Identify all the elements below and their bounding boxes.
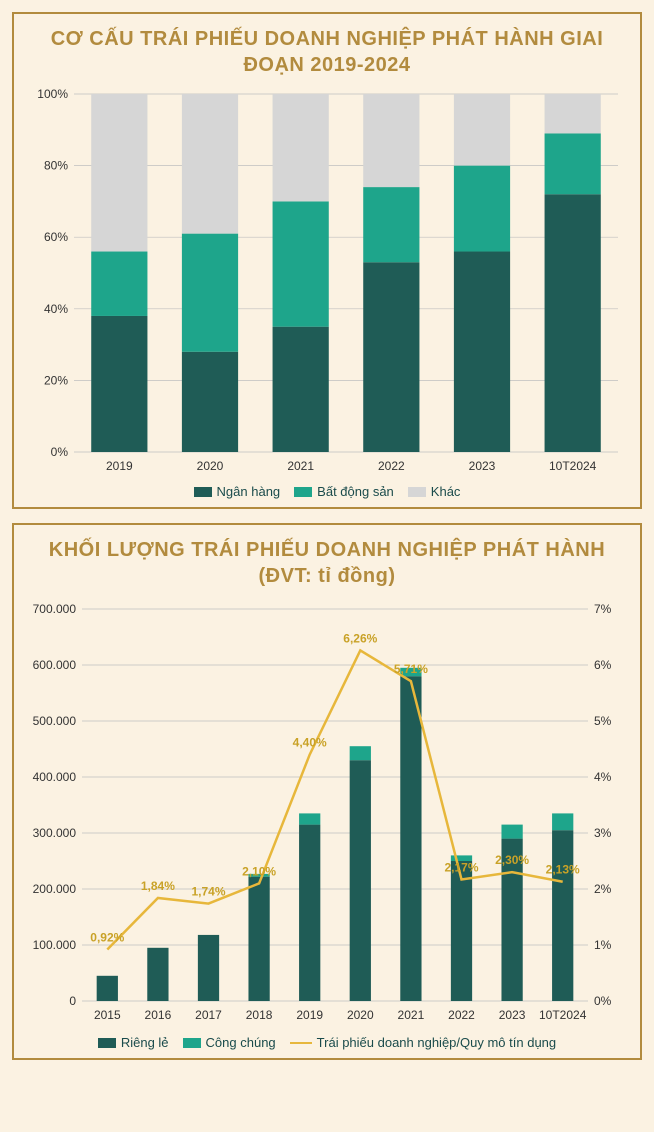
legend-label: Bất động sản	[317, 484, 394, 499]
svg-text:2020: 2020	[197, 459, 224, 473]
svg-text:300.000: 300.000	[33, 826, 77, 840]
svg-text:2,30%: 2,30%	[495, 853, 529, 867]
legend-item: Trái phiếu doanh nghiệp/Quy mô tín dụng	[290, 1035, 556, 1050]
svg-text:60%: 60%	[44, 230, 68, 244]
chart1-title: CƠ CẤU TRÁI PHIẾU DOANH NGHIỆP PHÁT HÀNH…	[24, 26, 630, 78]
chart1-svg: 0% 20% 40% 60% 80% 100% 2019 2020 2021 2022 2023 10…	[24, 88, 628, 478]
chart2-area: 0 100.000 200.000 300.000 400.000 500.000 600.…	[24, 599, 630, 1029]
legend-label: Công chúng	[206, 1035, 276, 1050]
svg-text:5%: 5%	[594, 714, 612, 728]
svg-text:2,10%: 2,10%	[242, 864, 276, 878]
svg-text:2018: 2018	[246, 1008, 273, 1022]
chart2-svg: 0 100.000 200.000 300.000 400.000 500.000 600.…	[24, 599, 628, 1029]
svg-text:1%: 1%	[594, 938, 612, 952]
svg-text:10T2024: 10T2024	[539, 1008, 587, 1022]
svg-text:2,13%: 2,13%	[546, 863, 580, 877]
legend-label: Ngân hàng	[217, 484, 281, 499]
svg-text:400.000: 400.000	[33, 770, 77, 784]
legend-swatch	[183, 1038, 201, 1048]
svg-text:2020: 2020	[347, 1008, 374, 1022]
legend-line-swatch	[290, 1042, 312, 1044]
svg-text:4,40%: 4,40%	[293, 736, 327, 750]
svg-text:0%: 0%	[51, 445, 69, 459]
legend-swatch	[194, 487, 212, 497]
svg-text:0,92%: 0,92%	[90, 930, 124, 944]
chart2-legend: Riêng lẻ Công chúng Trái phiếu doanh nghiệ…	[24, 1035, 630, 1050]
svg-text:7%: 7%	[594, 602, 612, 616]
legend-item: Ngân hàng	[194, 484, 281, 499]
svg-text:2021: 2021	[398, 1008, 425, 1022]
svg-text:2019: 2019	[296, 1008, 323, 1022]
svg-text:0: 0	[69, 994, 76, 1008]
legend-item: Khác	[408, 484, 461, 499]
svg-text:6,26%: 6,26%	[343, 631, 377, 645]
legend-swatch	[408, 487, 426, 497]
svg-text:2017: 2017	[195, 1008, 222, 1022]
svg-text:200.000: 200.000	[33, 882, 77, 896]
legend-label: Riêng lẻ	[121, 1035, 169, 1050]
svg-text:500.000: 500.000	[33, 714, 77, 728]
svg-text:3%: 3%	[594, 826, 612, 840]
legend-swatch	[294, 487, 312, 497]
svg-text:2,17%: 2,17%	[444, 860, 478, 874]
legend-item: Bất động sản	[294, 484, 394, 499]
legend-label: Khác	[431, 484, 461, 499]
svg-text:100.000: 100.000	[33, 938, 77, 952]
svg-text:2022: 2022	[448, 1008, 475, 1022]
svg-text:700.000: 700.000	[33, 602, 77, 616]
chart1-panel: CƠ CẤU TRÁI PHIẾU DOANH NGHIỆP PHÁT HÀNH…	[12, 12, 642, 509]
svg-text:10T2024: 10T2024	[549, 459, 597, 473]
legend-item: Riêng lẻ	[98, 1035, 169, 1050]
svg-text:2016: 2016	[145, 1008, 172, 1022]
legend-label: Trái phiếu doanh nghiệp/Quy mô tín dụng	[317, 1035, 556, 1050]
svg-text:1,84%: 1,84%	[141, 879, 175, 893]
svg-text:20%: 20%	[44, 373, 68, 387]
svg-text:2015: 2015	[94, 1008, 121, 1022]
svg-text:100%: 100%	[37, 88, 68, 101]
svg-text:2019: 2019	[106, 459, 133, 473]
svg-text:2021: 2021	[287, 459, 314, 473]
chart2-panel: KHỐI LƯỢNG TRÁI PHIẾU DOANH NGHIỆP PHÁT …	[12, 523, 642, 1060]
svg-text:5,71%: 5,71%	[394, 662, 428, 676]
svg-text:6%: 6%	[594, 658, 612, 672]
svg-text:600.000: 600.000	[33, 658, 77, 672]
svg-text:80%: 80%	[44, 159, 68, 173]
svg-text:0%: 0%	[594, 994, 612, 1008]
svg-text:4%: 4%	[594, 770, 612, 784]
svg-text:2022: 2022	[378, 459, 405, 473]
svg-text:40%: 40%	[44, 302, 68, 316]
legend-item: Công chúng	[183, 1035, 276, 1050]
chart2-title: KHỐI LƯỢNG TRÁI PHIẾU DOANH NGHIỆP PHÁT …	[24, 537, 630, 589]
legend-swatch	[98, 1038, 116, 1048]
svg-text:2023: 2023	[469, 459, 496, 473]
svg-text:2023: 2023	[499, 1008, 526, 1022]
chart1-legend: Ngân hàng Bất động sản Khác	[24, 484, 630, 499]
svg-text:1,74%: 1,74%	[191, 885, 225, 899]
chart1-area: 0% 20% 40% 60% 80% 100% 2019 2020 2021 2022 2023 10…	[24, 88, 630, 478]
svg-text:2%: 2%	[594, 882, 612, 896]
